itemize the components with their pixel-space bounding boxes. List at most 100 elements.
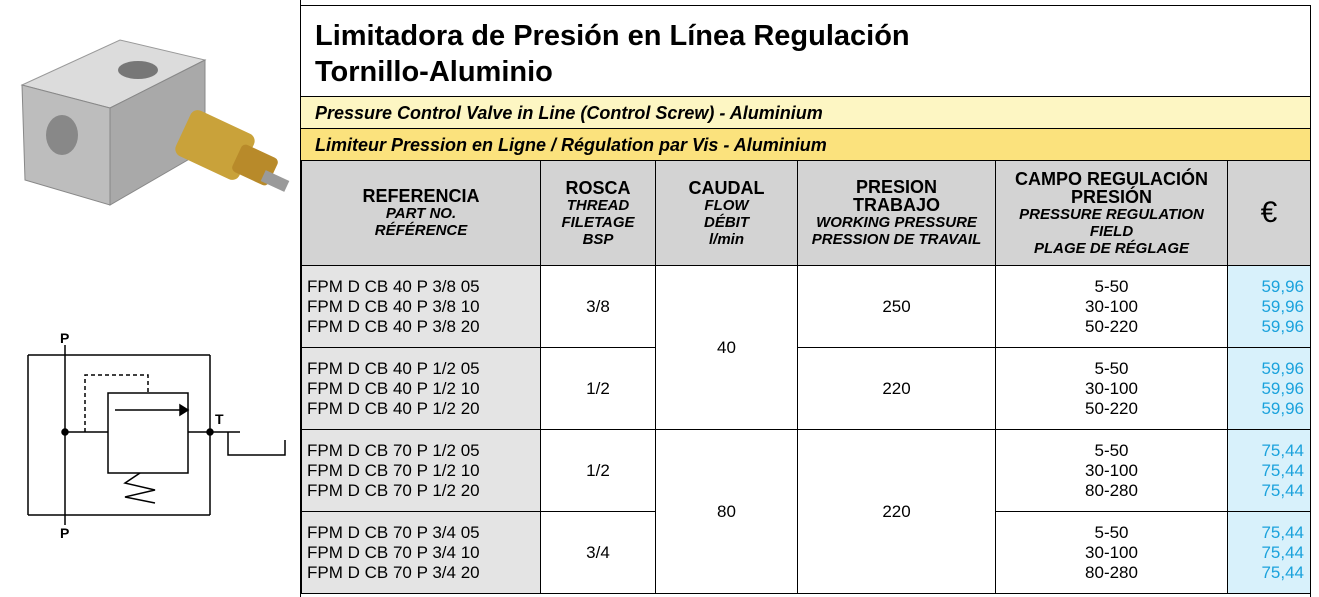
header-sub: THREAD [566,196,630,214]
range-cell: 5-50 30-100 80-280 [995,511,1228,594]
header-sub: FIELD [1089,222,1134,240]
price: 75,44 [1261,440,1304,460]
header-sub: PART NO. [385,205,457,222]
thread-cell: 1/2 [540,347,656,430]
table-row: FPM D CB 40 P 1/2 05 FPM D CB 40 P 1/2 10… [301,347,1311,430]
reference: FPM D CB 70 P 1/2 05 [307,440,480,460]
range: 5-50 [1094,522,1129,542]
reference: FPM D CB 40 P 1/2 20 [307,398,480,418]
price: 59,96 [1261,316,1304,336]
title: Limitadora de Presión en Línea Regulació… [301,6,1310,96]
port-label: T [215,411,224,427]
reference-cell: FPM D CB 40 P 3/8 05 FPM D CB 40 P 3/8 10… [301,265,541,348]
port-label: P [60,330,69,346]
price-cell: 75,44 75,44 75,44 [1227,511,1311,594]
column-header: REFERENCIA PART NO. RÉFÉRENCE [301,160,541,266]
header-main: CAMPO REGULACIÓN [1015,168,1208,189]
price: 59,96 [1261,378,1304,398]
reference: FPM D CB 40 P 1/2 10 [307,378,480,398]
range-cell: 5-50 30-100 50-220 [995,265,1228,348]
table-row: FPM D CB 70 P 1/2 05 FPM D CB 70 P 1/2 10… [301,429,1311,594]
range: 5-50 [1094,440,1129,460]
reference-cell: FPM D CB 70 P 3/4 05 FPM D CB 70 P 3/4 10… [301,511,541,594]
header-main: € [1260,196,1278,229]
price: 75,44 [1261,522,1304,542]
thread-cell: 1/2 [540,429,656,512]
reference-cell: FPM D CB 40 P 1/2 05 FPM D CB 40 P 1/2 10… [301,347,541,430]
price: 59,96 [1261,296,1304,316]
range: 30-100 [1085,460,1138,480]
port-label: P [60,525,69,541]
price: 75,44 [1261,480,1304,500]
reference: FPM D CB 70 P 3/4 05 [307,522,480,542]
column-header: PRESION TRABAJO WORKING PRESSURE PRESSION D… [797,160,996,266]
header-sub: l/min [708,230,744,248]
title-line: Tornillo-Aluminio [315,56,553,88]
price-cell: 59,96 59,96 59,96 [1227,265,1311,348]
column-header: € [1227,160,1311,266]
reference: FPM D CB 40 P 1/2 05 [307,358,480,378]
range: 5-50 [1094,276,1129,296]
valve-photo [20,39,290,206]
content-panel: Limitadora de Presión en Línea Regulació… [301,5,1311,597]
header-sub: PRESSION DE TRAVAIL [811,231,982,248]
reference: FPM D CB 70 P 3/4 20 [307,562,480,582]
reference: FPM D CB 70 P 1/2 20 [307,480,480,500]
header-sub: PLAGE DE RÉGLAGE [1033,239,1190,257]
range: 80-280 [1085,480,1138,500]
column-header: ROSCA THREAD FILETAGE BSP [540,160,656,266]
flow-cell: 80 [655,429,798,594]
range-cell: 5-50 30-100 50-220 [995,347,1228,430]
hydraulic-schematic [27,345,286,525]
price-cell: 75,44 75,44 75,44 [1227,429,1311,512]
header-sub: PRESSURE REGULATION [1019,205,1204,223]
subtitle-en: Pressure Control Valve in Line (Control … [301,96,1310,128]
price-cell: 59,96 59,96 59,96 [1227,347,1311,430]
price: 59,96 [1261,276,1304,296]
reference: FPM D CB 70 P 1/2 10 [307,460,480,480]
range-cell: 5-50 30-100 80-280 [995,429,1228,512]
price: 75,44 [1261,562,1304,582]
thread-cell: 3/4 [540,511,656,594]
flow-cell: 40 [655,265,798,430]
header-sub: RÉFÉRENCE [374,222,468,239]
header-sub: FLOW [704,196,749,214]
price: 75,44 [1261,460,1304,480]
price-table: REFERENCIA PART NO. RÉFÉRENCE ROSCA THREAD FI… [301,160,1311,594]
price: 75,44 [1261,542,1304,562]
header-main: PRESION [855,177,938,197]
reference-cell: FPM D CB 70 P 1/2 05 FPM D CB 70 P 1/2 10… [301,429,541,512]
range: 30-100 [1085,542,1138,562]
price: 59,96 [1261,398,1304,418]
header-main: ROSCA [565,177,631,198]
subtitle-fr: Limiteur Pression en Ligne / Régulation … [301,128,1310,160]
reference: FPM D CB 40 P 3/8 05 [307,276,480,296]
table-row: FPM D CB 40 P 3/8 05 FPM D CB 40 P 3/8 10… [301,265,1311,430]
reference: FPM D CB 40 P 3/8 20 [307,316,480,336]
column-header: CAUDAL FLOW DÉBIT l/min [655,160,798,266]
reference: FPM D CB 40 P 3/8 10 [307,296,480,316]
range: 5-50 [1094,358,1129,378]
header-sub: BSP [582,230,614,248]
range: 50-220 [1085,398,1138,418]
range: 30-100 [1085,378,1138,398]
range: 50-220 [1085,316,1138,336]
price: 59,96 [1261,358,1304,378]
header-sub: FILETAGE [561,213,635,231]
range: 30-100 [1085,296,1138,316]
pressure-cell: 250 [797,265,996,348]
header-main: PRESIÓN [1070,186,1153,207]
header-sub: DÉBIT [704,213,749,231]
table-row: FPM D CB 70 P 3/4 05 FPM D CB 70 P 3/4 10… [301,511,1311,594]
column-header: CAMPO REGULACIÓN PRESIÓN PRESSURE REGULATI… [995,160,1228,266]
reference: FPM D CB 70 P 3/4 10 [307,542,480,562]
range: 80-280 [1085,562,1138,582]
pressure-cell: 220 [797,347,996,430]
illustrations: P T P [20,39,290,541]
thread-cell: 3/8 [540,265,656,348]
header-main: CAUDAL [688,177,765,198]
header-main: REFERENCIA [362,186,480,206]
header-sub: WORKING PRESSURE [816,214,977,231]
pressure-cell: 220 [797,429,996,594]
